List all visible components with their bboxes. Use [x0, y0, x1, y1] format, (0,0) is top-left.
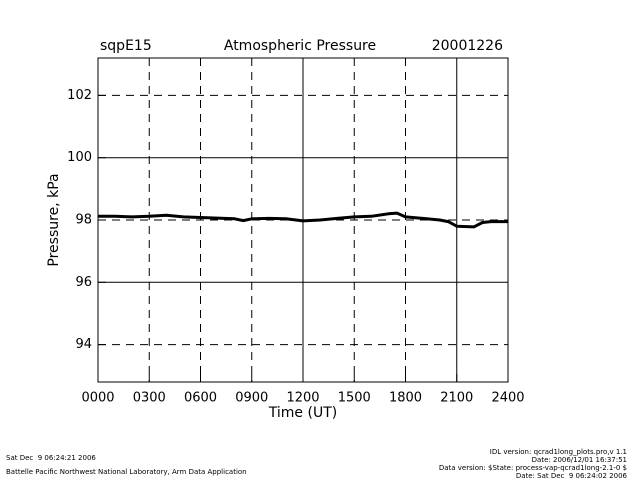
footer-left: Battelle Pacific Northwest National Labo… [6, 468, 247, 476]
x-tick-label: 2100 [440, 391, 473, 406]
x-tick-label: 1200 [286, 391, 319, 406]
footer-right: Date: Sat Dec 9 06:24:02 2006 [516, 472, 628, 480]
y-tick-label: 94 [75, 337, 92, 352]
x-tick-label: 0300 [133, 391, 166, 406]
y-tick-label: 96 [75, 275, 92, 290]
x-tick-label: 2400 [491, 391, 524, 406]
y-tick-label: 100 [67, 150, 92, 165]
chart-title: Atmospheric Pressure [224, 38, 376, 54]
x-axis-label: Time (UT) [268, 405, 337, 421]
y-axis-label: Pressure, kPa [46, 173, 62, 266]
y-tick-label: 102 [67, 88, 92, 103]
x-tick-label: 0000 [81, 391, 114, 406]
site-label: sqpE15 [100, 38, 152, 54]
date-label: 20001226 [432, 38, 503, 54]
footer-right: Date: 2006/12/01 16:37:51 [532, 456, 627, 464]
x-tick-label: 0900 [235, 391, 268, 406]
x-tick-label: 1800 [389, 391, 422, 406]
footer-right: Data version: $State: process-vap-qcrad1… [439, 464, 627, 472]
x-tick-label: 1500 [338, 391, 371, 406]
y-tick-label: 98 [75, 213, 92, 228]
data-line [98, 211, 508, 229]
footer-left: Sat Dec 9 06:24:21 2006 [6, 454, 96, 462]
footer-right: IDL version: qcrad1long_plots.pro,v 1.1 [490, 448, 627, 456]
x-tick-label: 0600 [184, 391, 217, 406]
